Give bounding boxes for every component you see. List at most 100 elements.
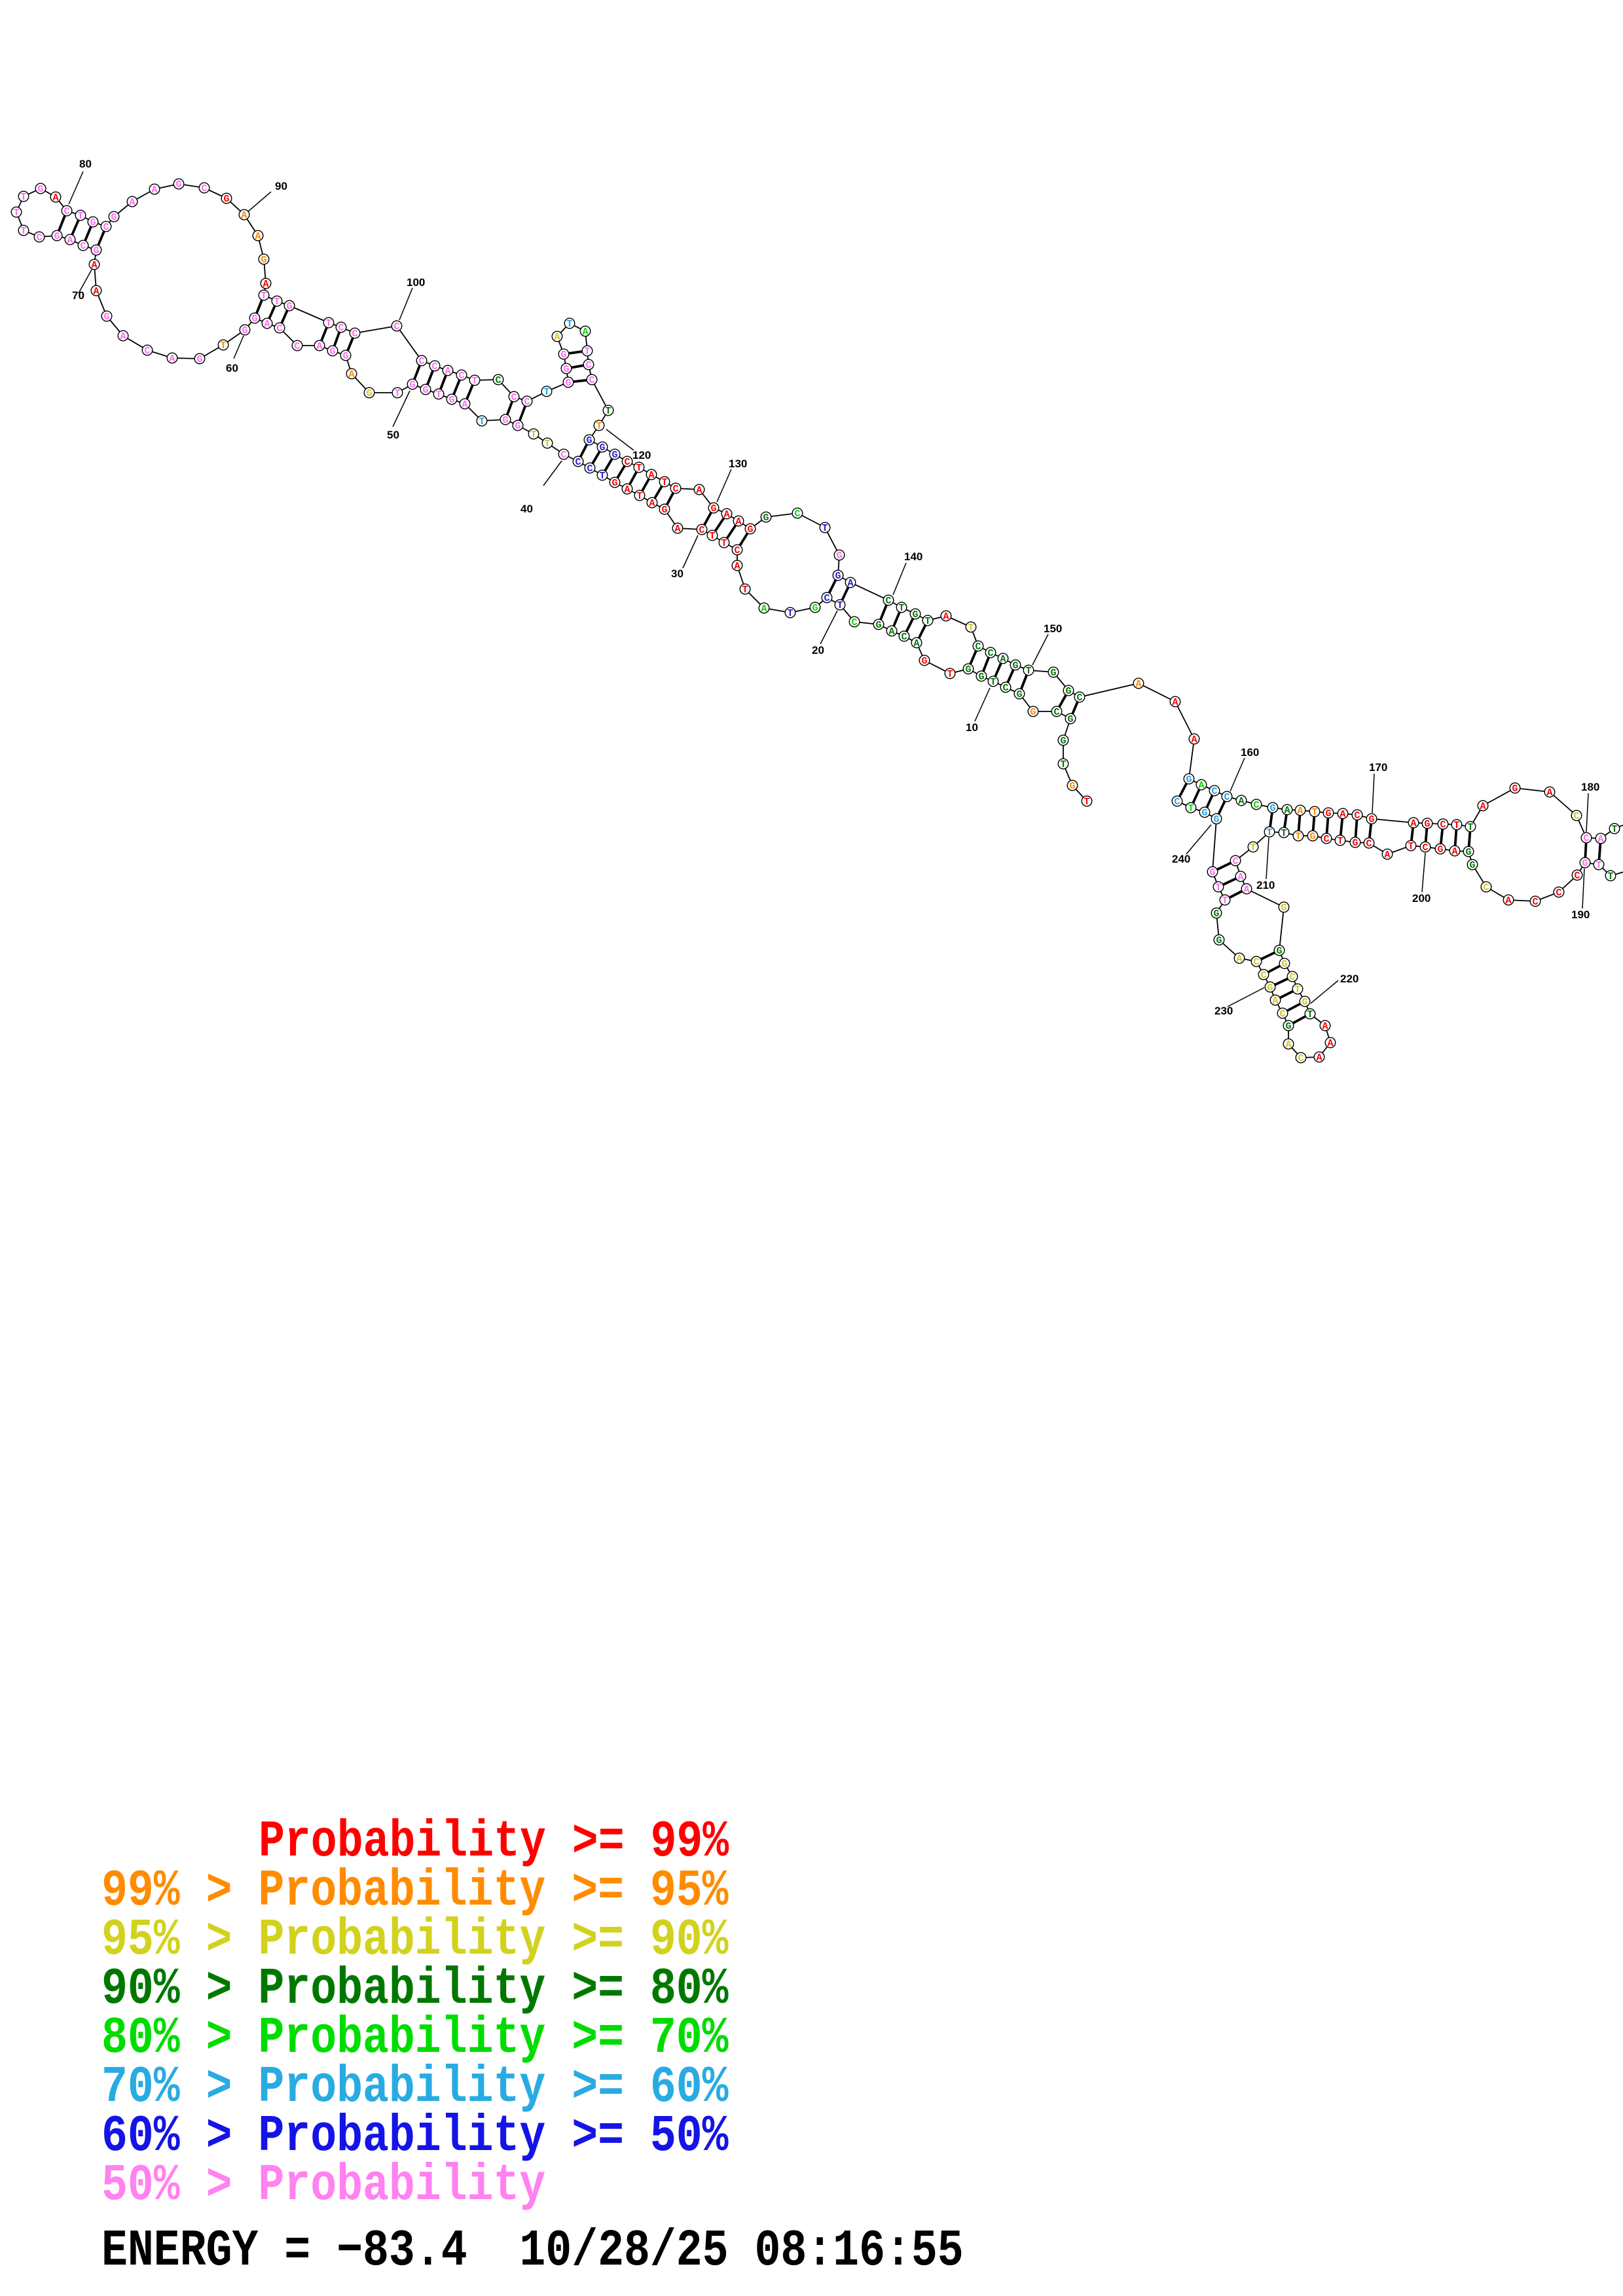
- svg-text:A: A: [316, 341, 322, 352]
- svg-text:A: A: [255, 231, 261, 242]
- svg-text:T: T: [1250, 842, 1256, 853]
- svg-text:A: A: [1000, 654, 1006, 665]
- svg-text:A: A: [1597, 834, 1603, 845]
- svg-text:C: C: [1232, 856, 1238, 867]
- svg-text:G: G: [515, 421, 520, 432]
- svg-text:A: A: [1243, 884, 1249, 895]
- svg-text:A: A: [649, 498, 655, 509]
- svg-text:240: 240: [1172, 853, 1190, 865]
- svg-text:G: G: [1030, 707, 1036, 718]
- svg-text:40: 40: [520, 503, 533, 515]
- svg-text:C: C: [1002, 683, 1008, 694]
- svg-text:A: A: [1285, 1039, 1291, 1050]
- svg-text:G: G: [1016, 689, 1022, 700]
- svg-text:A: A: [52, 192, 58, 204]
- svg-text:30: 30: [671, 567, 684, 580]
- svg-text:G: G: [1213, 814, 1219, 825]
- svg-text:T: T: [1295, 831, 1301, 842]
- svg-text:T: T: [20, 226, 26, 237]
- svg-text:T: T: [1084, 797, 1089, 808]
- svg-text:T: T: [566, 319, 572, 330]
- svg-text:T: T: [584, 346, 590, 357]
- svg-text:90: 90: [275, 180, 287, 192]
- svg-text:A: A: [847, 578, 853, 589]
- svg-text:A: A: [1237, 872, 1243, 883]
- svg-text:130: 130: [729, 457, 747, 470]
- svg-text:G: G: [611, 450, 617, 461]
- svg-text:A: A: [129, 197, 135, 208]
- svg-text:C: C: [1323, 834, 1329, 845]
- svg-text:160: 160: [1241, 746, 1259, 759]
- svg-text:T: T: [530, 429, 536, 440]
- svg-text:T: T: [787, 608, 793, 619]
- svg-text:G: G: [286, 301, 292, 312]
- svg-text:T: T: [924, 616, 930, 627]
- svg-text:G: G: [342, 351, 348, 362]
- svg-text:A: A: [1316, 1052, 1322, 1064]
- svg-text:G: G: [251, 314, 257, 325]
- svg-text:C: C: [1422, 842, 1428, 853]
- svg-text:A: A: [1191, 734, 1197, 745]
- svg-text:G: G: [103, 312, 109, 323]
- svg-text:A: A: [943, 611, 949, 622]
- svg-text:C: C: [987, 648, 993, 659]
- svg-text:G: G: [1060, 736, 1066, 747]
- svg-text:A: A: [1340, 809, 1345, 820]
- svg-text:C: C: [585, 360, 591, 371]
- svg-text:C: C: [672, 484, 678, 495]
- svg-text:80% > Probability >= 70%: 80% > Probability >= 70%: [101, 2009, 729, 2068]
- svg-text:T: T: [605, 406, 611, 417]
- svg-text:G: G: [965, 664, 971, 675]
- svg-text:C: C: [587, 463, 593, 475]
- svg-text:C: C: [201, 183, 207, 194]
- svg-text:G: G: [1582, 858, 1588, 869]
- svg-text:A: A: [674, 524, 680, 535]
- svg-text:G: G: [1469, 860, 1475, 871]
- svg-text:G: G: [875, 620, 881, 631]
- svg-text:G: G: [812, 603, 818, 614]
- svg-text:T: T: [596, 421, 602, 432]
- svg-text:C: C: [418, 356, 424, 367]
- svg-text:A: A: [93, 286, 99, 297]
- svg-text:50% > Probability: 50% > Probability: [101, 2156, 545, 2215]
- svg-text:A: A: [67, 235, 73, 246]
- svg-text:G: G: [1216, 935, 1222, 946]
- svg-text:C: C: [851, 617, 857, 628]
- svg-text:A: A: [1238, 796, 1244, 807]
- svg-text:210: 210: [1256, 879, 1275, 891]
- svg-text:G: G: [1186, 774, 1192, 785]
- svg-text:A: A: [91, 260, 97, 271]
- svg-text:T: T: [1307, 1009, 1313, 1020]
- svg-text:180: 180: [1581, 781, 1599, 793]
- svg-text:99% > Probability >= 95%: 99% > Probability >= 95%: [101, 1861, 729, 1920]
- svg-text:A: A: [348, 369, 354, 380]
- svg-text:T: T: [721, 538, 727, 549]
- svg-text:G: G: [329, 346, 335, 357]
- svg-text:T: T: [274, 296, 280, 308]
- svg-text:G: G: [1012, 660, 1018, 672]
- svg-text:G: G: [835, 571, 841, 582]
- svg-text:C: C: [431, 361, 437, 372]
- svg-text:C: C: [575, 457, 581, 468]
- svg-text:A: A: [761, 603, 767, 615]
- svg-text:T: T: [471, 376, 477, 387]
- svg-text:A: A: [735, 516, 741, 528]
- svg-text:G: G: [1325, 808, 1331, 819]
- svg-text:C: C: [1224, 792, 1230, 803]
- svg-text:T: T: [1337, 836, 1343, 847]
- svg-text:G: G: [1209, 867, 1215, 878]
- svg-text:G: G: [223, 194, 229, 205]
- svg-text:A: A: [1236, 954, 1242, 965]
- svg-text:C: C: [1298, 1053, 1304, 1064]
- svg-text:C: C: [1289, 972, 1295, 983]
- svg-text:T: T: [1060, 759, 1066, 770]
- svg-text:G: G: [1069, 781, 1075, 792]
- svg-text:C: C: [352, 329, 357, 340]
- svg-text:C: C: [524, 397, 530, 408]
- svg-text:C: C: [36, 232, 42, 243]
- svg-text:G: G: [1269, 803, 1275, 814]
- svg-text:G: G: [599, 442, 605, 454]
- svg-text:G: G: [1309, 831, 1315, 842]
- svg-text:C: C: [901, 632, 907, 643]
- svg-text:G: G: [763, 512, 769, 524]
